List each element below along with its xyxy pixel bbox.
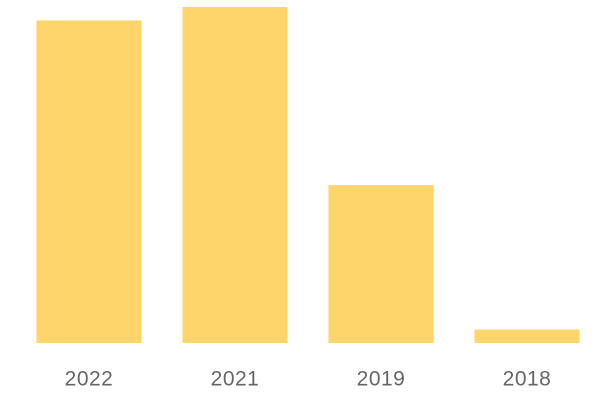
x-tick-label: 2018 [503, 368, 552, 391]
bar [474, 329, 580, 343]
x-tick-label: 2021 [211, 368, 260, 391]
bar [36, 20, 142, 343]
bar [328, 185, 434, 343]
x-tick-label: 2019 [357, 368, 406, 391]
x-tick-label: 2022 [65, 368, 114, 391]
bar [182, 7, 288, 343]
